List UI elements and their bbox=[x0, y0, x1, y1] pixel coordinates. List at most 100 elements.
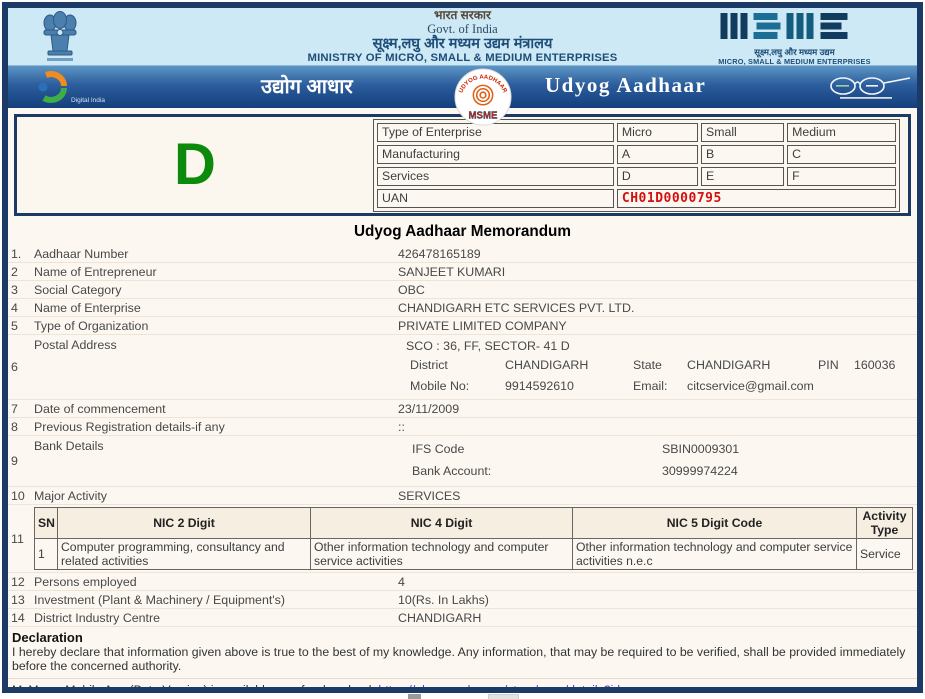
district-label: District bbox=[410, 358, 448, 372]
row-label: Type of Organization bbox=[34, 318, 149, 333]
mymsme-app-line: MyMsme Mobile App (Beta Version) is avai… bbox=[8, 677, 917, 693]
pin-label: PIN bbox=[818, 358, 839, 372]
nic5-value: Other information technology and compute… bbox=[572, 538, 857, 570]
row-organization-type: 5 Type of Organization PRIVATE LIMITED C… bbox=[8, 317, 917, 335]
email-label: Email: bbox=[633, 379, 668, 393]
row-label: District Industry Centre bbox=[34, 610, 161, 625]
msme-bars-icon bbox=[712, 13, 877, 47]
row-entrepreneur-name: 2 Name of Entrepreneur SANJEET KUMARI bbox=[8, 263, 917, 281]
nic2-header: NIC 2 Digit bbox=[57, 507, 311, 539]
enterprise-type-box: D Type of Enterprise Micro Small Medium … bbox=[14, 114, 911, 216]
row-aadhaar-number: 1. Aadhaar Number 426478165189 bbox=[8, 245, 917, 263]
row-major-activity: 10 Major Activity SERVICES bbox=[8, 487, 917, 505]
state-label: State bbox=[633, 358, 662, 372]
row-value: 426478165189 bbox=[398, 246, 481, 261]
nic4-value: Other information technology and compute… bbox=[310, 538, 573, 570]
digital-india-label: Digital India bbox=[71, 97, 105, 104]
medium-header: Medium bbox=[787, 122, 896, 142]
row-persons-employed: 12 Persons employed 4 bbox=[8, 573, 917, 591]
cutoff-checkbox[interactable] bbox=[408, 694, 421, 699]
row-number: 10 bbox=[11, 488, 25, 503]
declaration-section: Declaration I hereby declare that inform… bbox=[8, 627, 917, 674]
sn-header: SN bbox=[34, 507, 58, 539]
row-number: 9 bbox=[11, 454, 18, 468]
emblem-of-india-icon bbox=[38, 11, 82, 68]
memorandum-rows: 1. Aadhaar Number 426478165189 2 Name of… bbox=[8, 245, 917, 627]
msme-logo-english-caption: MICRO, SMALL & MEDIUM ENTERPRISES bbox=[718, 57, 871, 67]
row-number: 13 bbox=[11, 592, 25, 607]
table-row: Services D E F bbox=[377, 166, 896, 186]
row-value: 23/11/2009 bbox=[398, 401, 460, 416]
uan-label: UAN bbox=[377, 188, 614, 208]
activity-type-header: Activity Type bbox=[856, 507, 913, 539]
government-header-band: भारत सरकार Govt. of India सूक्ष्म,लघु और… bbox=[8, 7, 917, 68]
digital-india-logo: Digital India bbox=[34, 71, 105, 108]
row-label: Social Category bbox=[34, 282, 122, 297]
row-label: Previous Registration details-if any bbox=[34, 419, 225, 434]
nic5-header: NIC 5 Digit Code bbox=[572, 507, 857, 539]
row-number: 4 bbox=[11, 300, 18, 315]
declaration-heading: Declaration bbox=[12, 630, 83, 645]
udyog-aadhaar-english-title: Udyog Aadhaar bbox=[545, 73, 707, 97]
page-title: Udyog Aadhaar Memorandum bbox=[353, 223, 572, 240]
mymsme-app-text: MyMsme Mobile App (Beta Version) is avai… bbox=[12, 682, 379, 693]
bank-account-value: 30999974224 bbox=[662, 464, 738, 478]
manufacturing-label: Manufacturing bbox=[377, 144, 614, 164]
sn-value: 1 bbox=[34, 538, 58, 570]
services-micro-code: D bbox=[616, 166, 699, 186]
bank-detail-grid: IFS Code SBIN0009301 Bank Account: 30999… bbox=[398, 436, 917, 486]
row-value: :: bbox=[398, 419, 405, 434]
msme-logo-block: सूक्ष्म,लघु और मध्यम उद्यम MICRO, SMALL … bbox=[682, 13, 907, 67]
state-value: CHANDIGARH bbox=[687, 358, 771, 372]
udyog-aadhaar-banner: Digital India उद्योग आधार UDYOG AADHAAR … bbox=[8, 65, 917, 126]
micro-header: Micro bbox=[616, 122, 699, 142]
bank-account-label: Bank Account: bbox=[412, 464, 492, 478]
row-social-category: 3 Social Category OBC bbox=[8, 281, 917, 299]
enterprise-type-table: Type of Enterprise Micro Small Medium Ma… bbox=[373, 118, 900, 212]
enterprise-code-letter: D bbox=[174, 132, 216, 197]
row-label: Date of commencement bbox=[34, 401, 166, 416]
bottom-cutoff-strip bbox=[0, 693, 925, 699]
uan-value: CH01D0000795 bbox=[616, 188, 896, 208]
table-row: UAN CH01D0000795 bbox=[377, 188, 896, 208]
row-label: Name of Enterprise bbox=[34, 300, 141, 315]
manufacturing-small-code: B bbox=[701, 144, 785, 164]
swachh-bharat-spectacles-icon bbox=[826, 75, 914, 107]
row-value: SERVICES bbox=[398, 488, 461, 503]
ifs-code-value: SBIN0009301 bbox=[662, 442, 740, 456]
nic4-header: NIC 4 Digit bbox=[310, 507, 573, 539]
manufacturing-micro-code: A bbox=[616, 144, 699, 164]
table-header-row: SN NIC 2 Digit NIC 4 Digit NIC 5 Digit C… bbox=[34, 507, 913, 539]
email-value: citcservice@gmail.com bbox=[687, 379, 814, 393]
row-enterprise-name: 4 Name of Enterprise CHANDIGARH ETC SERV… bbox=[8, 299, 917, 317]
row-number: 7 bbox=[11, 401, 18, 416]
row-value: CHANDIGARH ETC SERVICES PVT. LTD. bbox=[398, 300, 635, 315]
govt-hindi-line: भारत सरकार bbox=[434, 7, 491, 22]
row-label: Postal Address bbox=[34, 338, 117, 352]
postal-address-block: SCO : 36, FF, SECTOR- 41 D District CHAN… bbox=[398, 335, 917, 399]
table-row: Type of Enterprise Micro Small Medium bbox=[377, 122, 896, 142]
row-value: PRIVATE LIMITED COMPANY bbox=[398, 318, 567, 333]
row-number: 12 bbox=[11, 574, 25, 589]
row-label: Bank Details bbox=[34, 439, 104, 453]
row-value: 4 bbox=[398, 574, 405, 589]
table-row: Manufacturing A B C bbox=[377, 144, 896, 164]
row-value: 10(Rs. In Lakhs) bbox=[398, 592, 489, 607]
row-value: SANJEET KUMARI bbox=[398, 264, 506, 279]
nic-code-table: SN NIC 2 Digit NIC 4 Digit NIC 5 Digit C… bbox=[34, 507, 913, 570]
mymsme-download-link[interactable]: https://play.google.com/store/apps/detai… bbox=[378, 682, 715, 693]
row-investment: 13 Investment (Plant & Machinery / Equip… bbox=[8, 591, 917, 609]
row-number: 3 bbox=[11, 282, 18, 297]
row-label: Name of Entrepreneur bbox=[34, 264, 157, 279]
small-header: Small bbox=[701, 122, 785, 142]
row-bank-details: 9 Bank Details IFS Code SBIN0009301 Bank… bbox=[8, 436, 917, 487]
row-commencement-date: 7 Date of commencement 23/11/2009 bbox=[8, 400, 917, 418]
cutoff-button[interactable] bbox=[488, 694, 519, 699]
declaration-text: I hereby declare that information given … bbox=[12, 645, 906, 674]
row-nic-codes: 11 SN NIC 2 Digit NIC 4 Digit NIC 5 Digi… bbox=[8, 505, 917, 573]
row-number: 8 bbox=[11, 419, 18, 434]
mobile-label: Mobile No: bbox=[410, 379, 470, 393]
manufacturing-medium-code: C bbox=[787, 144, 896, 164]
row-district-industry-centre: 14 District Industry Centre CHANDIGARH bbox=[8, 609, 917, 627]
